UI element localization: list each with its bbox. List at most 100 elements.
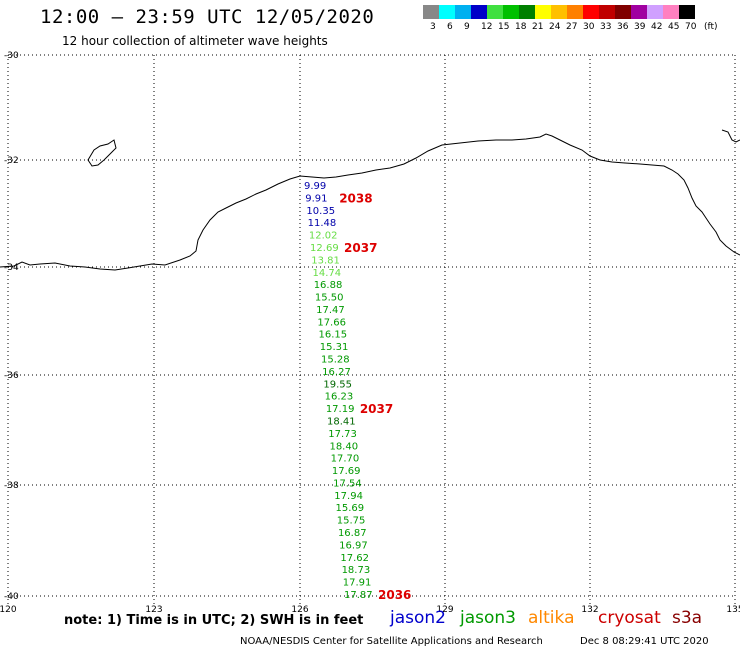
swh-value: 13.81 xyxy=(311,255,340,266)
legend-item-jason3: jason3 xyxy=(460,608,516,628)
longitude-label: 129 xyxy=(436,605,453,615)
swh-value: 15.28 xyxy=(321,355,350,366)
legend-item-s3a: s3a xyxy=(672,608,703,628)
scale-label: 45 xyxy=(668,22,680,32)
swh-value: 15.31 xyxy=(320,342,349,353)
legend-item-altika: altika xyxy=(528,608,575,628)
footer-timestamp: Dec 8 08:29:41 UTC 2020 xyxy=(580,636,709,647)
scale-swatch xyxy=(663,5,679,19)
longitude-label: 123 xyxy=(145,605,162,615)
swh-value: 11.48 xyxy=(308,218,337,229)
scale-swatch xyxy=(631,5,647,19)
color-scale-labels: 3 6 9 12 15 18 21 24 27 30 33 36 39 42 45 70 (ft) xyxy=(430,22,740,34)
swh-value: 15.50 xyxy=(315,293,344,304)
swh-value: 16.27 xyxy=(322,367,351,378)
swh-value: 12.69 xyxy=(310,243,339,254)
swh-value: 16.23 xyxy=(325,392,354,403)
longitude-label: 132 xyxy=(581,605,598,615)
scale-swatch xyxy=(599,5,615,19)
longitude-label: 120 xyxy=(0,605,17,615)
swh-value: 9.91 xyxy=(305,193,327,204)
latitude-label: -34 xyxy=(4,263,19,273)
longitude-label: 135 xyxy=(726,605,740,615)
scale-label: 18 xyxy=(515,22,527,32)
scale-label: 39 xyxy=(634,22,646,32)
swh-value: 9.99 xyxy=(304,181,326,192)
scale-label: 33 xyxy=(600,22,612,32)
footer-credit: NOAA/NESDIS Center for Satellite Applica… xyxy=(240,636,543,647)
map-subtitle: 12 hour collection of altimeter wave hei… xyxy=(62,34,328,48)
swh-value: 15.75 xyxy=(337,516,366,527)
scale-swatch xyxy=(471,5,487,19)
graticule xyxy=(7,54,736,604)
latitude-label: -30 xyxy=(4,51,19,61)
legend-item-cryosat: cryosat xyxy=(598,608,661,628)
scale-label: 24 xyxy=(549,22,561,32)
scale-swatch xyxy=(519,5,535,19)
scale-label: 21 xyxy=(532,22,544,32)
swh-value: 12.02 xyxy=(309,231,338,242)
time-label: 2038 xyxy=(339,191,372,205)
swh-value: 16.87 xyxy=(338,528,367,539)
scale-swatch xyxy=(535,5,551,19)
scale-swatch xyxy=(679,5,695,19)
swh-value: 17.19 xyxy=(326,404,355,415)
time-label: 2037 xyxy=(360,402,393,416)
swh-value: 18.73 xyxy=(342,565,371,576)
swh-value: 17.69 xyxy=(332,466,361,477)
swh-value: 16.97 xyxy=(339,540,368,551)
swh-value: 14.74 xyxy=(312,268,341,279)
coastline-kangaroo-island xyxy=(87,139,117,167)
color-scale xyxy=(423,5,695,19)
swh-value: 18.40 xyxy=(329,441,358,452)
scale-label: 36 xyxy=(617,22,629,32)
coastline-east-edge xyxy=(721,129,740,143)
swh-value: 19.55 xyxy=(323,379,352,390)
scale-label: 30 xyxy=(583,22,595,32)
latitude-label: -32 xyxy=(4,156,19,166)
map-title: 12:00 – 23:59 UTC 12/05/2020 xyxy=(40,6,375,28)
swh-value: 17.66 xyxy=(317,317,346,328)
longitude-label: 126 xyxy=(291,605,308,615)
swh-track: 9.999.9110.3511.4812.0212.6913.8114.7416… xyxy=(304,181,411,602)
swh-value: 17.54 xyxy=(333,478,362,489)
swh-value: 18.41 xyxy=(327,416,356,427)
scale-label: 27 xyxy=(566,22,578,32)
scale-label: 3 xyxy=(430,22,436,32)
swh-value: 17.70 xyxy=(331,454,360,465)
legend-item-jason2: jason2 xyxy=(390,608,446,628)
swh-value: 16.15 xyxy=(319,330,348,341)
scale-swatch xyxy=(551,5,567,19)
swh-value: 17.94 xyxy=(334,491,363,502)
swh-value: 17.47 xyxy=(316,305,345,316)
scale-swatch xyxy=(439,5,455,19)
scale-swatch xyxy=(423,5,439,19)
swh-value: 17.91 xyxy=(343,578,372,589)
time-label: 2036 xyxy=(378,588,411,602)
axis-labels: -30 -32 -34 -36 -38 -40 120 123 126 129 132 135 xyxy=(0,51,740,615)
latitude-label: -40 xyxy=(4,592,19,602)
swh-value: 16.88 xyxy=(314,280,343,291)
scale-label: 12 xyxy=(481,22,493,32)
scale-swatch xyxy=(487,5,503,19)
swh-value: 15.69 xyxy=(336,503,365,514)
footer-note: note: 1) Time is in UTC; 2) SWH is in fe… xyxy=(64,613,364,628)
scale-swatch xyxy=(647,5,663,19)
scale-label: 15 xyxy=(498,22,510,32)
swh-value: 17.87 xyxy=(344,590,373,601)
scale-label: 6 xyxy=(447,22,453,32)
coastline-australia-south xyxy=(0,133,740,271)
latitude-label: -36 xyxy=(4,371,19,381)
scale-swatch xyxy=(583,5,599,19)
scale-swatch xyxy=(615,5,631,19)
swh-value: 17.73 xyxy=(328,429,357,440)
scale-swatch xyxy=(503,5,519,19)
scale-label: 42 xyxy=(651,22,663,32)
scale-swatch xyxy=(567,5,583,19)
scale-swatch xyxy=(455,5,471,19)
scale-label: 9 xyxy=(464,22,470,32)
color-scale-swatches xyxy=(423,5,695,19)
scale-label: (ft) xyxy=(704,22,718,32)
swh-value: 17.62 xyxy=(340,553,369,564)
